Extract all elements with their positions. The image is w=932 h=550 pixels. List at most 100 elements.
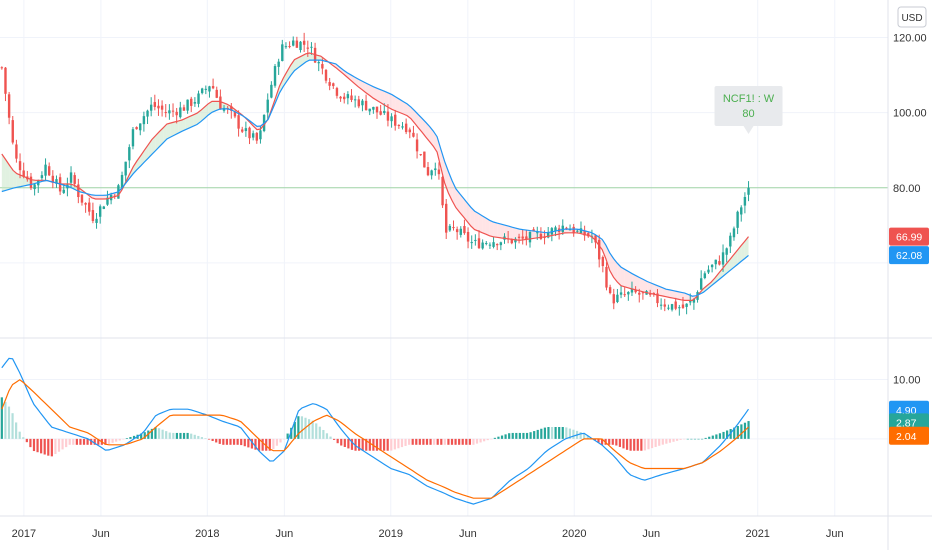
candle-body: [401, 126, 404, 128]
macd-histogram-bar: [193, 434, 196, 439]
time-tick-label: 2019: [379, 528, 403, 540]
candle-body: [404, 123, 408, 133]
candle: [310, 42, 313, 55]
candle-body: [678, 307, 681, 309]
macd-histogram-bar: [408, 438, 411, 445]
currency-button[interactable]: USD: [897, 6, 927, 28]
candle-body: [430, 170, 433, 176]
candle: [18, 153, 22, 179]
currency-label[interactable]: USD: [901, 13, 922, 24]
candle: [623, 287, 626, 298]
ema-band-segment: [196, 110, 201, 125]
macd-histogram-bar: [243, 438, 246, 447]
candle-body: [670, 304, 674, 310]
macd-histogram-bar: [118, 438, 121, 441]
tooltip-box: [714, 86, 783, 126]
candle: [343, 92, 346, 104]
candle: [332, 82, 335, 89]
candle: [95, 212, 98, 229]
candle: [186, 99, 189, 114]
price-tick-label: 120.00: [893, 33, 927, 45]
macd-histogram-bar: [86, 438, 89, 445]
macd-histogram-bar: [429, 438, 432, 445]
candle: [525, 230, 528, 246]
candle: [190, 96, 193, 113]
candle: [466, 227, 470, 249]
macd-histogram-bar: [700, 438, 704, 440]
candle-body: [310, 46, 313, 48]
macd-histogram-bar: [418, 438, 421, 445]
macd-histogram-bar: [265, 438, 268, 451]
candle-body: [568, 229, 572, 231]
candle-body: [299, 41, 302, 51]
candle-body: [743, 196, 747, 206]
ema-band-segment: [613, 258, 618, 282]
macd-histogram-bar: [65, 438, 68, 448]
ema-band-segment: [365, 82, 370, 96]
ema-band-segment: [215, 101, 220, 111]
macd-histogram-bar: [272, 438, 275, 450]
candle-body: [587, 233, 590, 237]
macd-histogram-bar: [386, 438, 389, 451]
currency-button-frame[interactable]: [897, 6, 927, 28]
candle: [670, 303, 674, 312]
time-tick-label: 2021: [745, 528, 769, 540]
candle: [692, 298, 696, 310]
macd-histogram-bar: [168, 432, 171, 439]
macd-histogram-bar: [111, 438, 114, 443]
candle: [135, 126, 138, 130]
candle: [211, 78, 215, 90]
macd-histogram-bar: [50, 438, 53, 457]
candle-body: [335, 88, 339, 96]
candle-body: [383, 110, 386, 114]
macd-histogram-bar: [336, 438, 339, 444]
candle-body: [208, 86, 211, 92]
candle-body: [521, 236, 524, 239]
price-axis-ticks: 120.00 100.00 80.00 10.00: [893, 33, 927, 387]
candle: [729, 232, 732, 254]
candle-body: [740, 207, 743, 215]
candle-body: [292, 40, 295, 46]
candle-body: [379, 111, 382, 115]
ema-band-segment: [399, 99, 404, 115]
candle: [659, 298, 663, 310]
macd-histogram-bar: [222, 438, 225, 445]
candle: [474, 234, 477, 246]
signal-tag-text: 2.04: [896, 431, 917, 443]
macd-histogram-bar: [461, 438, 464, 445]
ema-band-segment: [73, 184, 77, 191]
price-tick-label: 80.00: [893, 183, 921, 195]
ema-band-segment: [309, 52, 314, 61]
ema-band-segment: [711, 278, 715, 287]
candle-body: [95, 218, 98, 223]
candle-body: [18, 161, 22, 171]
macd-histogram-bar: [436, 438, 439, 445]
candle: [619, 285, 623, 299]
ema-band-segment: [170, 122, 175, 138]
candle-body: [641, 292, 645, 294]
macd-histogram-bar: [290, 427, 293, 439]
candle-body: [667, 307, 670, 309]
candle: [732, 226, 736, 241]
candle-body: [343, 96, 346, 100]
candle: [423, 151, 426, 168]
macd-histogram-bar: [540, 428, 543, 439]
candle: [237, 110, 240, 137]
candle-body: [139, 123, 142, 131]
macd-histogram-bar: [625, 438, 629, 450]
ema-band-segment: [722, 264, 727, 277]
macd-histogram-bar: [722, 431, 725, 439]
macd-line: [1, 357, 749, 505]
candle-body: [288, 46, 291, 48]
macd-histogram-bar: [647, 438, 650, 450]
macd-histogram-bar: [711, 435, 714, 439]
candle: [415, 133, 419, 159]
macd-histogram-bar: [204, 438, 207, 439]
ema-band-segment: [500, 224, 505, 239]
candle-body: [466, 231, 470, 242]
ema-band-segment: [620, 267, 625, 287]
macd-histogram-bar: [229, 438, 232, 445]
candle-body: [193, 102, 197, 104]
